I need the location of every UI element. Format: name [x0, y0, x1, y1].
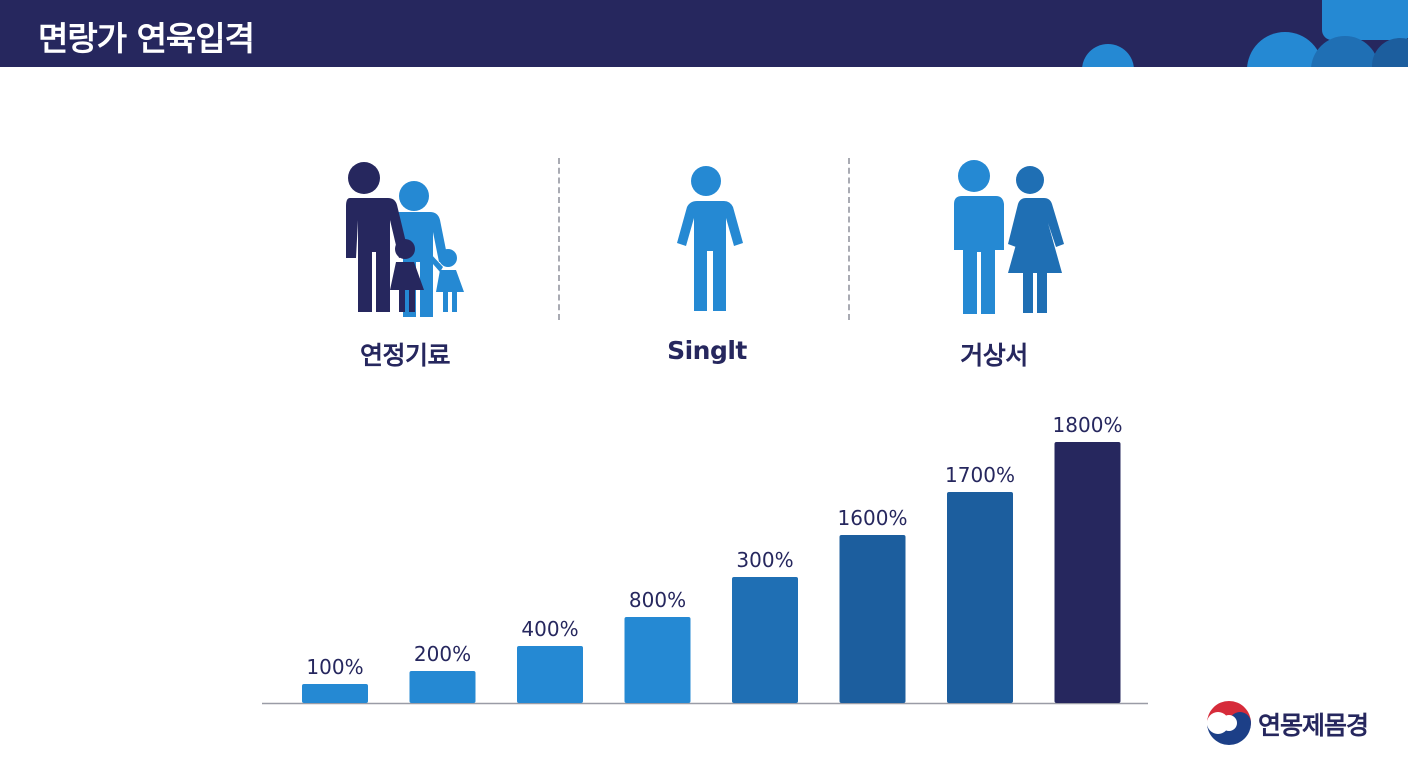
bar-5: [732, 577, 798, 703]
header-bar: 면랑가 연육입격: [0, 0, 1408, 67]
bar-8: [1054, 442, 1121, 703]
category-label-couple: 거상서: [960, 341, 1028, 370]
bar-3: [517, 646, 583, 703]
family-icon: [340, 162, 464, 317]
bar-value-label: 400%: [521, 617, 578, 641]
couple-icon: [952, 160, 1064, 314]
bar-6: [839, 535, 906, 703]
category-label-single: Singlt: [667, 336, 747, 365]
category-label-family: 연정기료: [359, 341, 451, 370]
bar-1: [302, 684, 368, 703]
logo-text: 연몽제몸경: [1258, 711, 1369, 740]
bar-value-label: 800%: [629, 588, 686, 612]
bar-value-label: 300%: [736, 548, 793, 572]
page-title: 면랑가 연육입격: [38, 19, 255, 58]
divider: [558, 158, 560, 320]
bar-2: [409, 671, 476, 703]
bar-value-label: 200%: [414, 642, 471, 666]
bar-value-label: 1700%: [945, 463, 1015, 487]
government-emblem-icon: [1207, 701, 1251, 745]
bar-value-label: 1800%: [1053, 413, 1123, 437]
bar-value-label: 1600%: [838, 506, 908, 530]
divider: [848, 158, 850, 320]
bar-4: [624, 617, 691, 703]
single-person-icon: [677, 166, 743, 311]
header-decoration: [1082, 0, 1408, 67]
bar-value-label: 100%: [306, 655, 363, 679]
bar-7: [947, 492, 1013, 703]
